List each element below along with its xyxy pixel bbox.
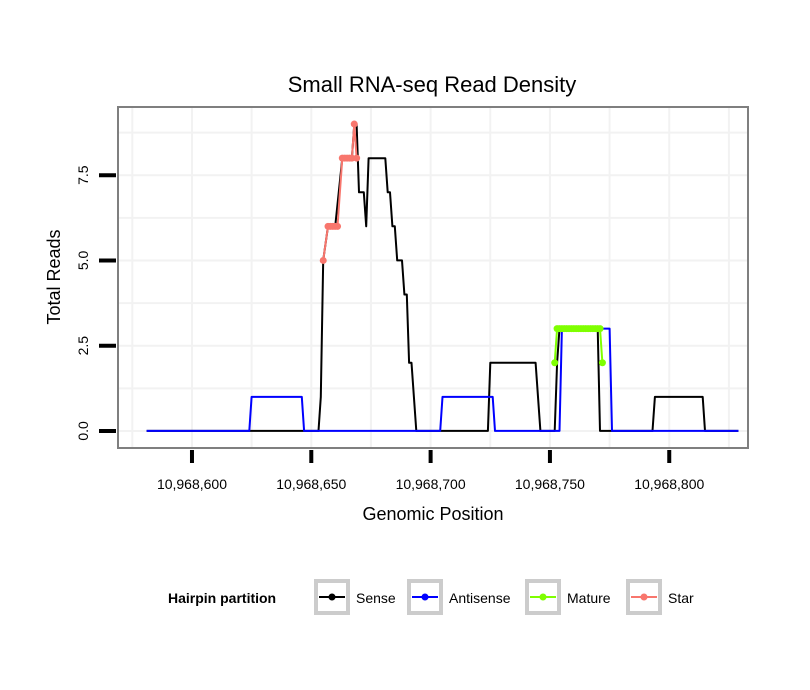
x-tick-label: 10,968,700 bbox=[396, 476, 466, 492]
x-tick-label: 10,968,600 bbox=[157, 476, 227, 492]
data-point-star bbox=[334, 222, 342, 230]
y-tick-label: 0.0 bbox=[75, 421, 91, 441]
x-tick-label: 10,968,800 bbox=[634, 476, 704, 492]
data-point-star bbox=[353, 154, 361, 162]
series-layer bbox=[146, 120, 739, 432]
x-tick-label: 10,968,750 bbox=[515, 476, 585, 492]
legend: Hairpin partition Sense Antisense Mature St… bbox=[168, 579, 694, 615]
legend-label-star: Star bbox=[668, 590, 694, 606]
x-axis-title: Genomic Position bbox=[362, 504, 503, 524]
legend-marker-antisense bbox=[421, 593, 429, 601]
chart-title: Small RNA-seq Read Density bbox=[288, 72, 577, 97]
x-tick-label: 10,968,650 bbox=[276, 476, 346, 492]
data-point-star bbox=[350, 120, 358, 128]
y-tick-label: 7.5 bbox=[75, 165, 91, 185]
y-tick-label: 2.5 bbox=[75, 336, 91, 356]
legend-label-antisense: Antisense bbox=[449, 590, 511, 606]
data-point-mature bbox=[598, 359, 606, 367]
axes: 10,968,600 10,968,650 10,968,700 10,968,750… bbox=[75, 165, 704, 492]
legend-title: Hairpin partition bbox=[168, 590, 276, 606]
data-point-mature bbox=[596, 325, 604, 333]
legend-marker-star bbox=[640, 593, 648, 601]
plot-panel bbox=[118, 107, 748, 448]
plot-border bbox=[117, 106, 749, 449]
data-point-star bbox=[319, 256, 327, 264]
legend-label-sense: Sense bbox=[356, 590, 396, 606]
y-tick-label: 5.0 bbox=[75, 251, 91, 271]
data-point-mature bbox=[551, 359, 559, 367]
y-axis-title: Total Reads bbox=[44, 229, 64, 324]
legend-marker-sense bbox=[328, 593, 336, 601]
legend-marker-mature bbox=[539, 593, 547, 601]
legend-label-mature: Mature bbox=[567, 590, 611, 606]
